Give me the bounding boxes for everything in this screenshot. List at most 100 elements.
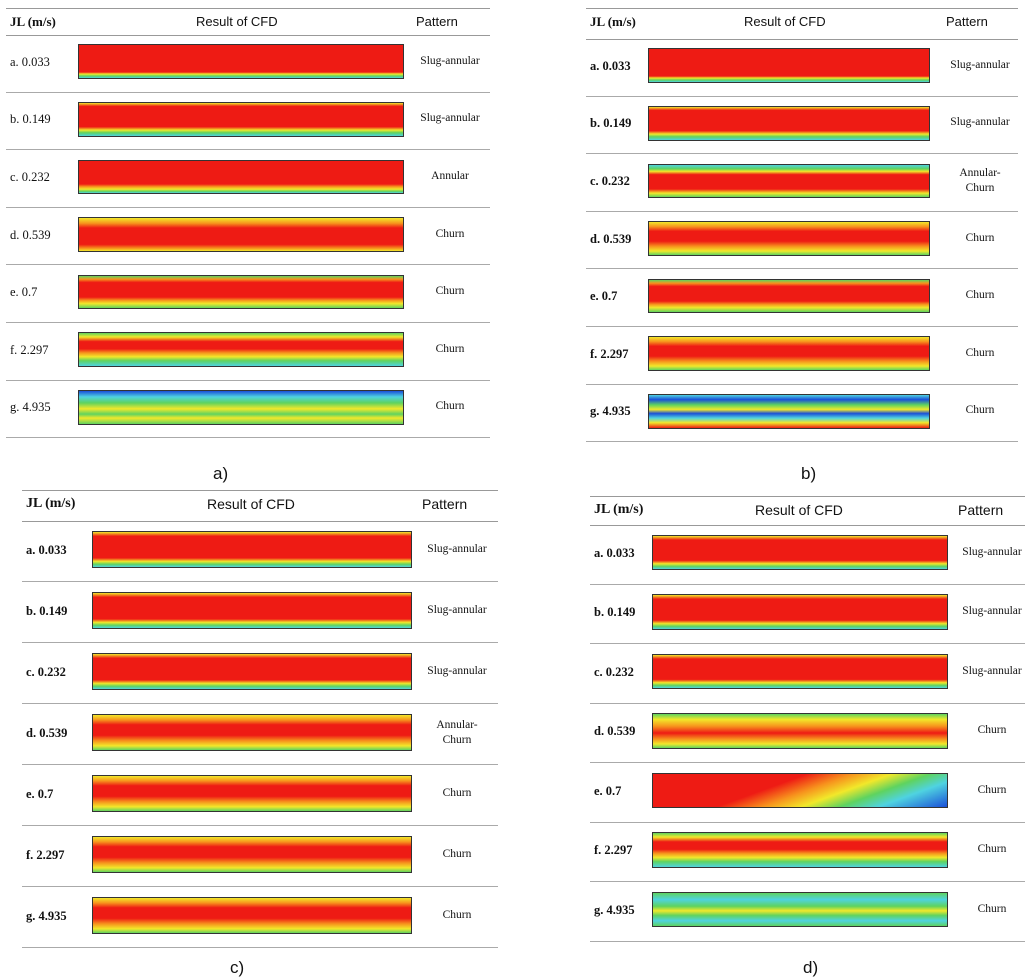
row-label: a. 0.033 <box>590 58 631 73</box>
column-header-pattern: Pattern <box>958 502 1004 518</box>
table-row: c. 0.232 Slug-annular <box>590 643 1025 704</box>
row-label: g. 4.935 <box>10 400 51 415</box>
table-header: JL (m/s) Result of CFD Pattern <box>22 490 498 522</box>
column-header-jl: JL (m/s) <box>10 14 56 29</box>
row-label: b. 0.149 <box>26 603 68 618</box>
panel-d: JL (m/s) Result of CFD Pattern a. 0.033 Slug… <box>590 496 1025 977</box>
table-row: f. 2.297 Churn <box>586 326 1018 385</box>
row-label: c. 0.232 <box>10 169 50 184</box>
flow-pattern-label: Churn <box>977 843 1007 856</box>
flow-pattern-label: Slug-annular <box>950 116 1010 129</box>
flow-pattern-label: Churn <box>977 783 1007 796</box>
row-label: e. 0.7 <box>26 786 54 801</box>
flow-pattern-label: Churn <box>435 400 465 413</box>
table-row: g. 4.935 Churn <box>6 380 490 439</box>
flow-pattern-label: Churn <box>977 902 1007 915</box>
cfd-contour <box>78 101 404 137</box>
table-row: b. 0.149 Slug-annular <box>22 581 498 643</box>
table-row: f. 2.297 Churn <box>590 822 1025 882</box>
column-header-result: Result of CFD <box>207 496 295 512</box>
table-row: c. 0.232 Slug-annular <box>22 642 498 704</box>
cfd-contour <box>648 278 930 314</box>
cfd-contour <box>78 159 404 195</box>
flow-pattern-label: Churn <box>435 227 465 240</box>
cfd-contour <box>648 48 930 83</box>
table-row: a. 0.033 Slug-annular <box>586 38 1018 97</box>
row-label: a. 0.033 <box>594 545 635 560</box>
row-label: e. 0.7 <box>10 285 38 300</box>
table-row: d. 0.539 Churn <box>6 207 490 266</box>
row-label: e. 0.7 <box>594 783 622 798</box>
cfd-contour <box>648 105 930 141</box>
cfd-contour <box>78 217 404 252</box>
table-row: e. 0.7 Churn <box>586 268 1018 327</box>
row-label: f. 2.297 <box>590 346 629 361</box>
row-label: f. 2.297 <box>594 843 633 858</box>
flow-pattern-label: Churn <box>977 724 1007 737</box>
flow-pattern-label: Annular- Churn <box>959 166 1001 194</box>
row-label: g. 4.935 <box>26 908 67 923</box>
cfd-contour <box>92 896 412 934</box>
panel-b: JL (m/s) Result of CFD Pattern a. 0.033 Slug… <box>586 8 1018 483</box>
cfd-contour <box>92 530 412 568</box>
column-header-jl: JL (m/s) <box>594 502 644 517</box>
row-label: g. 4.935 <box>594 902 635 917</box>
cfd-contour <box>648 393 930 429</box>
panel-caption: a) <box>213 464 229 483</box>
table-row: g. 4.935 Churn <box>22 886 498 948</box>
cfd-contour <box>78 44 404 79</box>
table-row: a. 0.033 Slug-annular <box>6 34 490 93</box>
table-row: a. 0.033 Slug-annular <box>22 520 498 582</box>
flow-pattern-label: Slug-annular <box>962 664 1022 677</box>
row-label: c. 0.232 <box>26 664 66 679</box>
row-label: e. 0.7 <box>590 289 618 304</box>
cfd-contour <box>652 832 948 868</box>
table-row: f. 2.297 Churn <box>22 825 498 887</box>
cfd-contour <box>78 389 404 425</box>
column-header-pattern: Pattern <box>422 496 468 512</box>
table-row: a. 0.033 Slug-annular <box>590 524 1025 585</box>
flow-pattern-label: Slug-annular <box>427 542 487 555</box>
column-header-jl: JL (m/s) <box>590 14 636 29</box>
flow-pattern-label: Churn <box>435 285 465 298</box>
cfd-contour <box>92 591 412 629</box>
row-label: b. 0.149 <box>10 112 51 127</box>
row-label: b. 0.149 <box>590 116 632 131</box>
panel-a: JL (m/s) Result of CFD Pattern a. 0.033 Slug… <box>6 8 490 483</box>
cfd-contour <box>648 221 930 256</box>
row-label: d. 0.539 <box>594 724 636 739</box>
table-row: c. 0.232 Annular <box>6 149 490 208</box>
flow-pattern-label: Churn <box>965 289 995 302</box>
cfd-contour <box>92 835 412 873</box>
panel-caption: d) <box>803 958 819 977</box>
cfd-contour <box>652 891 948 928</box>
flow-pattern-label: Slug-annular <box>427 664 487 677</box>
row-label: f. 2.297 <box>26 847 65 862</box>
flow-pattern-label: Churn <box>442 786 472 799</box>
cfd-contour <box>652 653 948 690</box>
row-label: c. 0.232 <box>594 664 634 679</box>
flow-pattern-label: Churn <box>442 908 472 921</box>
table-row: e. 0.7 Churn <box>590 762 1025 823</box>
table-row: e. 0.7 Churn <box>6 264 490 323</box>
row-label: b. 0.149 <box>594 605 636 620</box>
cfd-contour <box>78 332 404 367</box>
table-row: b. 0.149 Slug-annular <box>586 96 1018 155</box>
table-row: f. 2.297 Churn <box>6 322 490 381</box>
cfd-contour <box>648 163 930 199</box>
flow-pattern-label: Slug-annular <box>950 58 1010 71</box>
cfd-contour <box>92 652 412 690</box>
cfd-contour <box>652 713 948 749</box>
column-header-result: Result of CFD <box>744 14 826 29</box>
row-label: a. 0.033 <box>26 542 67 557</box>
column-header-result: Result of CFD <box>196 14 278 29</box>
flow-pattern-label: Slug-annular <box>962 605 1022 618</box>
flow-pattern-label: Slug-annular <box>420 112 480 125</box>
cfd-contour <box>652 534 948 571</box>
panel-caption: c) <box>230 958 245 977</box>
flow-pattern-label: Churn <box>965 346 995 359</box>
column-header-pattern: Pattern <box>946 14 988 29</box>
table-row: d. 0.539 Annular- Churn <box>22 703 498 765</box>
row-label: g. 4.935 <box>590 404 631 419</box>
panel-caption: b) <box>801 464 817 483</box>
